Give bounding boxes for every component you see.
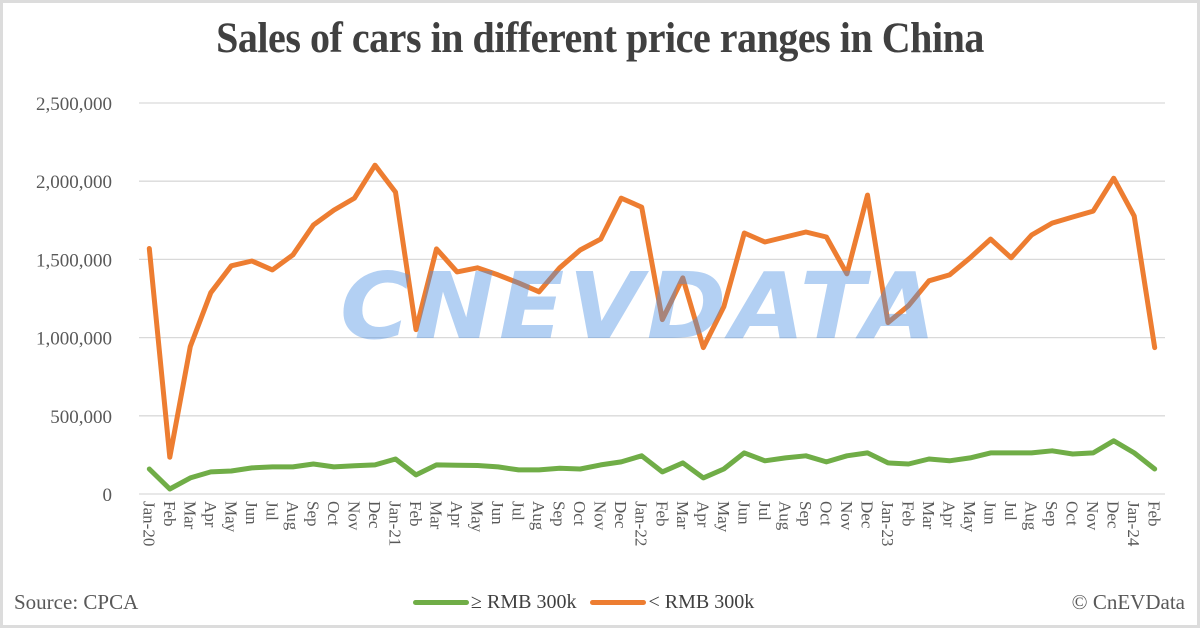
x-tick-label: Apr	[693, 501, 712, 528]
x-tick-label: Jun	[981, 501, 1000, 525]
y-tick-label: 1,500,000	[36, 250, 112, 271]
chart-title: Sales of cars in different price ranges …	[216, 15, 984, 62]
x-tick-label: Aug	[775, 501, 794, 531]
legend-item-orange: < RMB 300k	[590, 591, 754, 614]
x-tick-label: Oct	[816, 501, 835, 526]
y-tick-label: 0	[103, 485, 113, 506]
x-tick-label: Jun	[242, 501, 261, 525]
series-line-lt-300k	[146, 162, 1158, 460]
x-tick-label: Apr	[940, 501, 959, 528]
x-tick-label: May	[960, 501, 979, 533]
x-tick-label: Aug	[529, 501, 548, 531]
x-tick-label: Sep	[303, 501, 322, 527]
x-tick-label: Jan-21	[386, 501, 405, 546]
x-tick-label: Jul	[262, 501, 281, 521]
gridlines	[139, 102, 1165, 495]
y-tick-label: 2,500,000	[36, 94, 112, 115]
x-tick-label: Nov	[344, 501, 363, 531]
legend-label: ≥ RMB 300k	[471, 591, 577, 613]
x-tick-label: Feb	[1145, 501, 1164, 527]
x-tick-label: Jul	[509, 501, 528, 521]
x-tick-label: Feb	[652, 501, 671, 527]
source-note: Source: CPCA	[14, 590, 139, 614]
x-tick-label: Nov	[591, 501, 610, 531]
x-tick-label: Jun	[734, 501, 753, 525]
x-tick-label: Aug	[283, 501, 302, 531]
y-axis-ticks: 0 500,000 1,000,000 1,500,000 2,000,000 2,500…	[36, 94, 112, 506]
series-lines	[146, 162, 1158, 492]
x-tick-label: Dec	[365, 501, 384, 529]
x-tick-label: Oct	[1063, 501, 1082, 526]
x-tick-label: May	[468, 501, 487, 533]
x-tick-label: Jan-22	[632, 501, 651, 546]
x-tick-label: Sep	[550, 501, 569, 527]
watermark-logo: CNEVDATA	[340, 253, 940, 360]
x-tick-label: Nov	[1083, 501, 1102, 531]
x-tick-label: Jun	[488, 501, 507, 525]
x-tick-label: Dec	[611, 501, 630, 529]
x-tick-label: May	[714, 501, 733, 533]
x-tick-label: Sep	[1042, 501, 1061, 527]
x-axis-ticks: Jan-20 Feb Mar Apr May Jun Jul Aug Sep Oct Nov Dec J…	[139, 501, 1163, 547]
x-tick-label: Feb	[160, 501, 179, 527]
x-tick-label: Oct	[570, 501, 589, 526]
y-tick-label: 500,000	[50, 407, 112, 428]
x-tick-label: Apr	[201, 501, 220, 528]
x-tick-label: Aug	[1022, 501, 1041, 531]
x-tick-label: Dec	[857, 501, 876, 529]
x-tick-label: Jan-20	[139, 501, 158, 546]
x-tick-label: May	[221, 501, 240, 533]
x-tick-label: Jul	[755, 501, 774, 521]
x-tick-label: Nov	[837, 501, 856, 531]
copyright-note: © CnEVData	[1071, 590, 1185, 614]
x-tick-label: Feb	[406, 501, 425, 527]
chart-legend: ≥ RMB 300k < RMB 300k	[413, 591, 768, 614]
x-tick-label: Mar	[180, 501, 199, 530]
y-tick-label: 1,000,000	[36, 329, 112, 350]
x-tick-label: Mar	[427, 501, 446, 530]
legend-item-green: ≥ RMB 300k	[413, 591, 576, 614]
x-tick-label: Apr	[447, 501, 466, 528]
x-tick-label: Jan-24	[1124, 501, 1143, 547]
x-tick-label: Dec	[1104, 501, 1123, 529]
x-tick-label: Feb	[899, 501, 918, 527]
legend-swatch-orange	[590, 600, 647, 605]
x-tick-label: Oct	[324, 501, 343, 526]
series-line-ge-300k	[146, 438, 1158, 492]
x-tick-label: Jan-23	[878, 501, 897, 546]
x-tick-label: Jul	[1001, 501, 1020, 521]
legend-label: < RMB 300k	[648, 591, 755, 613]
x-tick-label: Sep	[796, 501, 815, 527]
legend-swatch-green	[413, 600, 469, 605]
x-tick-label: Mar	[919, 501, 938, 530]
x-tick-label: Mar	[673, 501, 692, 530]
y-tick-label: 2,000,000	[36, 172, 112, 193]
